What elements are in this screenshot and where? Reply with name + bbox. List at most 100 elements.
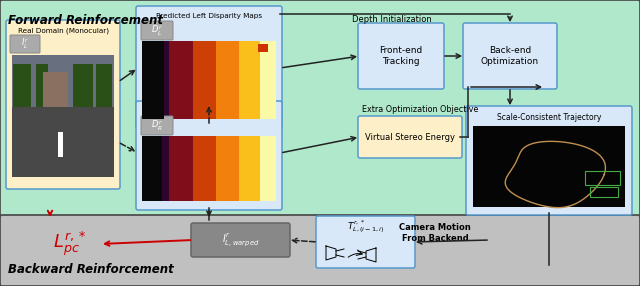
FancyBboxPatch shape	[6, 20, 120, 189]
Bar	[201, 41, 202, 119]
Bar	[259, 41, 260, 119]
Bar	[142, 41, 143, 119]
Text: Camera Motion
From Backend: Camera Motion From Backend	[399, 223, 471, 243]
Bar	[225, 136, 226, 201]
Bar	[231, 136, 232, 201]
Bar	[184, 136, 185, 201]
Bar	[236, 136, 237, 201]
Bar	[36, 64, 48, 107]
Bar	[156, 136, 157, 201]
Bar	[267, 136, 268, 201]
FancyBboxPatch shape	[316, 216, 415, 268]
Bar	[273, 136, 274, 201]
Text: $L^{r,*}_{pc}$: $L^{r,*}_{pc}$	[53, 230, 86, 258]
Bar	[188, 41, 189, 119]
Bar	[199, 136, 200, 201]
Bar	[226, 41, 227, 119]
Bar	[192, 41, 193, 119]
Bar	[155, 41, 156, 119]
Bar	[259, 136, 260, 201]
Bar	[183, 136, 184, 201]
Bar	[247, 41, 248, 119]
Bar	[252, 136, 253, 201]
Bar	[58, 132, 63, 157]
Bar	[222, 136, 223, 201]
Bar	[265, 136, 266, 201]
Bar	[143, 136, 144, 201]
Bar	[160, 41, 161, 119]
Bar	[215, 136, 216, 201]
Bar	[145, 41, 146, 119]
Bar	[262, 136, 263, 201]
Bar	[223, 136, 224, 201]
Bar	[269, 41, 270, 119]
Bar	[156, 41, 157, 119]
Bar	[203, 41, 204, 119]
Bar	[154, 136, 155, 201]
Bar	[161, 41, 162, 119]
Text: Forward Reinforcement: Forward Reinforcement	[8, 14, 163, 27]
Bar	[195, 136, 196, 201]
Bar	[266, 41, 267, 119]
Bar	[160, 136, 161, 201]
Bar	[179, 136, 180, 201]
Bar	[210, 41, 211, 119]
Bar	[204, 136, 205, 201]
Text: Predicted Left Disparity Maps: Predicted Left Disparity Maps	[156, 13, 262, 19]
Bar	[73, 64, 93, 107]
Bar	[209, 41, 210, 119]
Bar	[258, 41, 259, 119]
Text: $T^{r,*}_{L,(i-1,i)}$: $T^{r,*}_{L,(i-1,i)}$	[347, 219, 384, 235]
Bar	[244, 136, 245, 201]
Bar	[207, 41, 208, 119]
Bar	[229, 41, 230, 119]
Bar	[213, 41, 214, 119]
Bar	[182, 136, 183, 201]
FancyBboxPatch shape	[136, 6, 282, 128]
Bar	[263, 41, 264, 119]
Bar	[151, 41, 152, 119]
Bar	[264, 41, 265, 119]
Bar	[228, 136, 229, 201]
Bar	[254, 41, 255, 119]
Bar	[211, 136, 212, 201]
Bar	[224, 41, 225, 119]
Bar	[219, 136, 220, 201]
Bar	[178, 41, 179, 119]
Text: Warped Right Disparity Maps: Warped Right Disparity Maps	[157, 108, 262, 114]
Bar	[142, 136, 162, 201]
Bar	[265, 41, 266, 119]
Bar	[155, 136, 156, 201]
Text: $I^r_{L,warped}$: $I^r_{L,warped}$	[221, 232, 259, 248]
FancyBboxPatch shape	[358, 116, 462, 158]
Bar	[257, 136, 258, 201]
Bar	[215, 41, 216, 119]
Bar	[241, 136, 242, 201]
Bar	[216, 41, 217, 119]
Bar	[166, 41, 167, 119]
Bar	[223, 41, 224, 119]
Bar	[154, 41, 155, 119]
Bar	[164, 136, 165, 201]
Text: Virtual Stereo Energy: Virtual Stereo Energy	[365, 132, 455, 142]
Bar	[257, 41, 258, 119]
Bar	[142, 41, 276, 119]
Text: Front-end
Tracking: Front-end Tracking	[380, 46, 422, 66]
Bar	[175, 41, 176, 119]
Text: $D^r_R$: $D^r_R$	[151, 118, 163, 133]
Bar	[268, 136, 269, 201]
Bar	[250, 41, 251, 119]
Bar	[253, 41, 254, 119]
Bar	[248, 136, 249, 201]
Bar	[254, 136, 255, 201]
Bar	[202, 41, 203, 119]
Bar	[181, 41, 182, 119]
Bar	[231, 41, 232, 119]
Bar	[247, 136, 248, 201]
Bar	[242, 41, 243, 119]
Bar	[177, 136, 178, 201]
Bar	[261, 41, 262, 119]
Bar	[192, 136, 193, 201]
Bar	[173, 136, 174, 201]
Bar	[148, 41, 149, 119]
